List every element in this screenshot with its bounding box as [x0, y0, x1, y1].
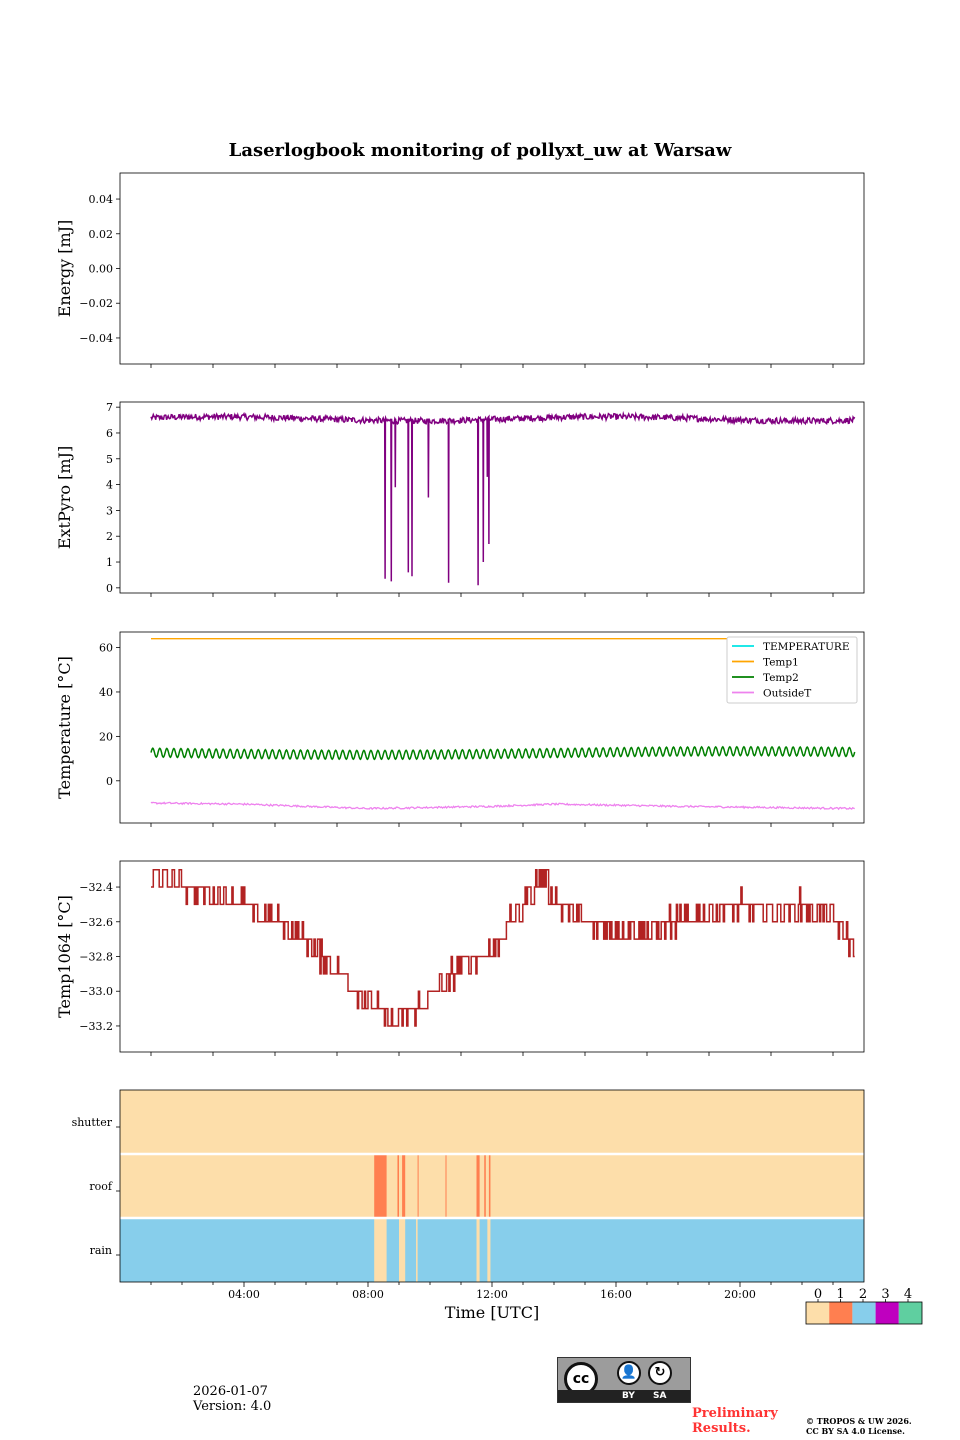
axes-frame-2 — [119, 401, 865, 594]
roof-open-block — [374, 1154, 387, 1218]
extpyro-ylabel: ExtPyro [mJ] — [55, 446, 74, 549]
y-tick-label: −33.0 — [79, 985, 113, 998]
legend-label-1: TEMPERATURE — [763, 641, 850, 653]
legend-label-2: Temp1 — [763, 657, 799, 669]
y-tick-label: −33.2 — [79, 1020, 113, 1033]
y-tick-label: 0 — [106, 775, 113, 788]
y-tick-label: 5 — [106, 453, 113, 466]
roof-open-block — [484, 1154, 486, 1218]
temp1064-ylabel: Temp1064 [°C] — [55, 895, 74, 1018]
y-tick-label: 20 — [99, 730, 113, 743]
y-tick-label: 7 — [106, 401, 113, 414]
y-tick-label: 0.00 — [89, 263, 114, 276]
rain-dry-block — [487, 1218, 491, 1282]
roof-open-block — [402, 1154, 406, 1218]
colorbar-swatch-4 — [898, 1302, 922, 1324]
roof-open-block — [476, 1154, 480, 1218]
x-tick-label: 04:00 — [228, 1288, 260, 1301]
y-tick-label: 0 — [106, 582, 113, 595]
outsideT-line — [150, 801, 855, 811]
temperature-legend: TEMPERATURE Temp1 Temp2 OutsideT — [726, 636, 858, 704]
license-sa-label: SA — [653, 1391, 667, 1401]
axes-frame-1 — [119, 172, 865, 365]
y-tick-label: 40 — [99, 686, 113, 699]
rain-dry-block — [476, 1218, 480, 1282]
colorbar-swatch-3 — [875, 1302, 899, 1324]
x-tick-label: 20:00 — [724, 1288, 756, 1301]
y-tick-label: −32.8 — [79, 951, 113, 964]
rain-dry-block — [374, 1218, 387, 1282]
copyright-line1: © TROPOS & UW 2026. — [806, 1416, 912, 1426]
row-label-roof: roof — [89, 1180, 113, 1193]
colorbar-frame — [805, 1301, 923, 1325]
y-tick-label: 0.02 — [89, 228, 114, 241]
colorbar-swatch-0 — [806, 1302, 830, 1324]
y-tick-label: 3 — [106, 504, 113, 517]
colorbar-swatch-1 — [829, 1302, 853, 1324]
attribution-icon: 👤 — [617, 1361, 641, 1385]
colorbar-tick-label: 0 — [814, 1287, 822, 1302]
copyright-line2: CC BY SA 4.0 License. — [806, 1426, 905, 1436]
y-tick-label: −32.6 — [79, 916, 113, 929]
legend-box — [726, 636, 858, 704]
y-tick-label: −0.02 — [79, 297, 113, 310]
footer-version: Version: 4.0 — [193, 1399, 272, 1414]
extpyro-line — [150, 410, 856, 586]
roof-open-block — [445, 1154, 447, 1218]
roof-open-block — [417, 1154, 419, 1218]
colorbar-tick-label: 2 — [859, 1287, 867, 1302]
x-axis-label: Time [UTC] — [445, 1303, 539, 1322]
roof-open-block — [397, 1154, 399, 1218]
cc-license-badge: cc 👤 ↻ BY SA — [557, 1357, 691, 1403]
y-tick-label: 4 — [106, 479, 113, 492]
figure-title: Laserlogbook monitoring of pollyxt_uw at… — [228, 140, 732, 161]
temp1064-line — [151, 868, 855, 1027]
rain-dry-block — [416, 1218, 418, 1282]
x-tick-label: 12:00 — [476, 1288, 508, 1301]
y-tick-label: −32.4 — [79, 881, 113, 894]
colorbar-tick-label: 1 — [836, 1287, 844, 1302]
rain-dry-block — [399, 1218, 406, 1282]
footer-date: 2026-01-07 — [193, 1384, 268, 1399]
x-tick-label: 16:00 — [600, 1288, 632, 1301]
shutter-row — [120, 1090, 864, 1154]
x-tick-label: 08:00 — [352, 1288, 384, 1301]
y-tick-label: 6 — [106, 427, 113, 440]
row-label-shutter: shutter — [72, 1116, 113, 1129]
colorbar-tick-label: 4 — [904, 1287, 912, 1302]
temp2-line — [150, 745, 856, 761]
colorbar-tick-label: 3 — [881, 1287, 889, 1302]
y-tick-label: 1 — [106, 556, 113, 569]
preliminary-label-line1: Preliminary — [692, 1406, 778, 1421]
y-tick-label: 60 — [99, 642, 113, 655]
axes-frame-3 — [119, 631, 865, 824]
roof-open-block — [488, 1154, 491, 1218]
preliminary-label-line2: Results. — [692, 1421, 751, 1436]
y-tick-label: −0.04 — [79, 332, 113, 345]
energy-ylabel: Energy [mJ] — [55, 220, 74, 318]
colorbar-swatch-2 — [852, 1302, 876, 1324]
rain-row — [120, 1218, 864, 1282]
legend-label-4: OutsideT — [763, 688, 811, 700]
temperature-ylabel: Temperature [°C] — [55, 656, 74, 799]
roof-row — [120, 1154, 864, 1218]
y-tick-label: 0.04 — [89, 193, 114, 206]
legend-label-3: Temp2 — [763, 672, 799, 684]
row-label-rain: rain — [90, 1244, 112, 1257]
y-tick-label: 2 — [106, 530, 113, 543]
license-bar — [558, 1390, 690, 1402]
share-alike-icon: ↻ — [648, 1361, 672, 1385]
license-by-label: BY — [622, 1391, 635, 1401]
